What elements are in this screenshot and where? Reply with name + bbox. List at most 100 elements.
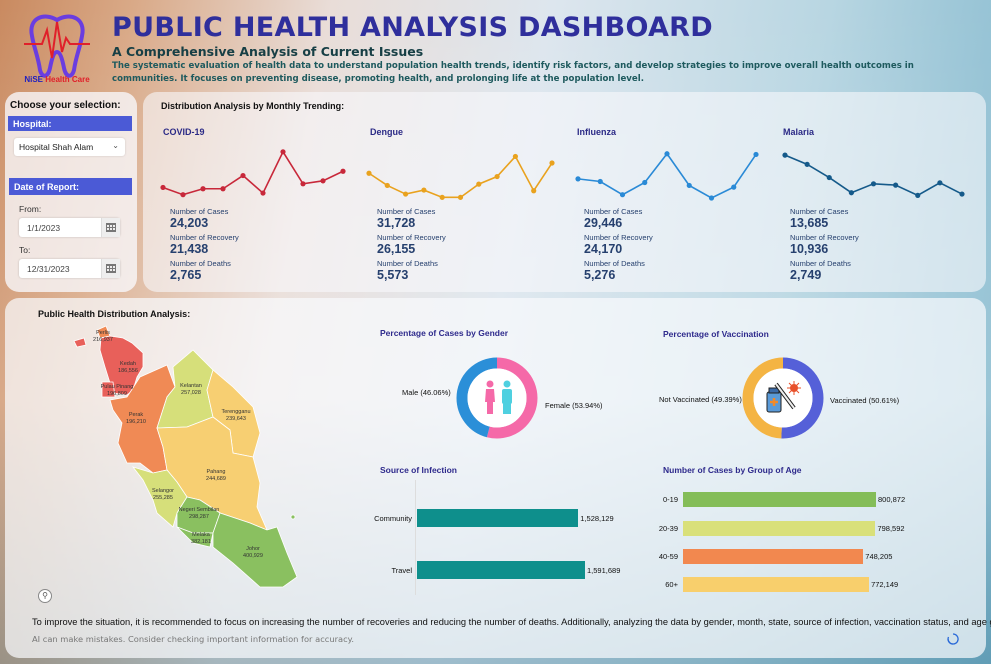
age-value-label: 748,205 — [865, 552, 893, 561]
vaccinated-label: Vaccinated (50.61%) — [830, 396, 900, 405]
to-date-input[interactable]: 12/31/2023 — [19, 259, 120, 278]
source-bar[interactable] — [417, 561, 585, 579]
calendar-icon[interactable] — [101, 218, 120, 237]
state-value-label: 255,285 — [153, 495, 173, 501]
gender-chart-title: Percentage of Cases by Gender — [380, 328, 509, 338]
from-date-input[interactable]: 1/1/2023 — [19, 218, 120, 237]
to-label: To: — [19, 245, 31, 255]
recommendation-text: To improve the situation, it is recommen… — [32, 617, 991, 627]
selection-title: Choose your selection: — [10, 100, 121, 111]
stat-value-recovery: 21,438 — [170, 242, 209, 256]
stat-label: Number of Recovery — [790, 233, 859, 242]
state-value-label: 400,929 — [243, 553, 263, 559]
gender-donut — [456, 357, 538, 439]
distribution-title: Public Health Distribution Analysis: — [38, 309, 191, 319]
calendar-icon[interactable] — [101, 259, 120, 278]
state-melaka[interactable] — [176, 526, 214, 548]
donut-slice[interactable] — [742, 357, 824, 439]
stat-value-recovery: 26,155 — [377, 242, 416, 256]
stat-value-cases: 31,728 — [377, 216, 416, 230]
state-name-label: Melaka — [192, 532, 211, 538]
age-bar[interactable] — [683, 492, 876, 507]
state-name-label: Pahang — [207, 469, 226, 475]
age-category-label: 60+ — [665, 580, 678, 589]
stat-label: Number of Deaths — [790, 259, 851, 268]
refresh-icon[interactable] — [946, 632, 960, 646]
stat-value-recovery: 24,170 — [584, 242, 623, 256]
female-label: Female (53.94%) — [545, 401, 603, 410]
age-category-label: 20-39 — [658, 524, 678, 533]
stat-value-deaths: 5,573 — [377, 268, 409, 282]
state-name-label: Negeri Sembilan — [179, 507, 220, 513]
stat-label: Number of Recovery — [170, 233, 239, 242]
state-value-label: 257,028 — [181, 390, 201, 396]
from-label: From: — [19, 204, 42, 214]
gender-people-icon — [485, 380, 512, 414]
from-date-value: 1/1/2023 — [27, 223, 61, 233]
source-value-label: 1,591,689 — [587, 566, 621, 575]
state-name-label: Terengganu — [221, 409, 250, 415]
chevron-down-icon: ⌄ — [112, 141, 119, 150]
male-label: Male (46.06%) — [402, 388, 451, 397]
stat-label: Number of Cases — [170, 207, 229, 216]
state-value-label: 298,287 — [189, 514, 209, 520]
disease-title: Malaria — [783, 127, 815, 137]
stat-label: Number of Deaths — [377, 259, 438, 268]
state-name-label: Pulau Pinang — [101, 384, 134, 390]
source-axis — [415, 480, 416, 595]
source-bar[interactable] — [417, 509, 579, 527]
source-value-label: 1,528,129 — [580, 514, 614, 523]
age-category-label: 40-59 — [658, 552, 678, 561]
stat-value-cases: 29,446 — [584, 216, 623, 230]
stat-value-recovery: 10,936 — [790, 242, 829, 256]
vaccine-syringe-icon — [766, 381, 801, 413]
state-value-label: 186,556 — [118, 368, 138, 374]
stat-label: Number of Cases — [790, 207, 849, 216]
donut-center — [753, 368, 813, 428]
to-date-value: 12/31/2023 — [27, 264, 70, 274]
state-johor[interactable] — [212, 512, 298, 588]
stat-value-cases: 13,685 — [790, 216, 829, 230]
nise-logo: NiSE Health Care — [24, 14, 90, 84]
state-pulau-pinang[interactable] — [101, 381, 116, 398]
age-bar[interactable] — [683, 521, 876, 536]
hospital-value: Hospital Shah Alam — [19, 142, 94, 152]
state-name-label: Kedah — [120, 361, 136, 367]
stat-label: Number of Deaths — [584, 259, 645, 268]
state-value-label: 196,210 — [126, 419, 146, 425]
state-kedah[interactable] — [99, 335, 144, 396]
age-category-label: 0-19 — [662, 495, 678, 504]
source-chart-title: Source of Infection — [380, 465, 457, 475]
state-value-label: 244,689 — [206, 476, 226, 482]
hospital-header: Hospital: — [8, 116, 132, 131]
stat-value-deaths: 2,765 — [170, 268, 202, 282]
source-category-label: Travel — [391, 566, 412, 575]
donut-slice[interactable] — [456, 357, 538, 439]
state-langkawi[interactable] — [73, 337, 87, 348]
stat-label: Number of Recovery — [377, 233, 446, 242]
ai-disclaimer: AI can make mistakes. Consider checking … — [32, 634, 354, 644]
state-name-label: Johor — [246, 546, 260, 552]
state-value-label: 216,937 — [93, 337, 113, 343]
date-header: Date of Report: — [9, 178, 132, 195]
stat-value-deaths: 5,276 — [584, 268, 616, 282]
stat-value-deaths: 2,749 — [790, 268, 822, 282]
state-name-label: Kelantan — [180, 383, 202, 389]
vaccination-donut — [742, 357, 824, 439]
disease-title: Dengue — [370, 127, 404, 137]
hospital-dropdown[interactable]: Hospital Shah Alam ⌄ — [14, 138, 125, 156]
stat-label: Number of Recovery — [584, 233, 653, 242]
age-bar[interactable] — [683, 577, 870, 592]
disease-title: Influenza — [577, 127, 617, 137]
state-name-label: Perlis — [96, 330, 110, 336]
vaccination-chart-title: Percentage of Vaccination — [663, 329, 769, 339]
age-value-label: 798,592 — [877, 524, 905, 533]
state-value-label: 196,809 — [107, 391, 127, 397]
page-description: The systematic evaluation of health data… — [112, 61, 914, 84]
source-category-label: Community — [374, 514, 412, 523]
map-search-icon[interactable]: ⚲ — [38, 589, 52, 603]
age-bar[interactable] — [683, 549, 864, 564]
island — [290, 514, 296, 520]
svg-text:NiSE Health Care: NiSE Health Care — [24, 75, 90, 84]
trends-title: Distribution Analysis by Monthly Trendin… — [161, 101, 345, 111]
